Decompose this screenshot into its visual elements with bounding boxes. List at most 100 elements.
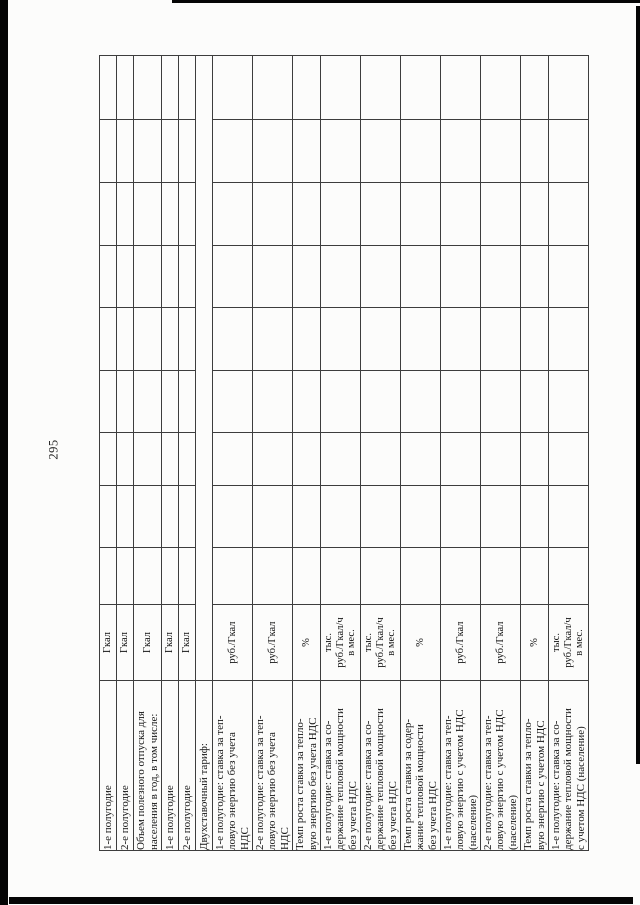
- empty-data-cell: [360, 55, 401, 120]
- scan-edge-bottom: [9, 897, 633, 904]
- empty-data-cell: [548, 55, 589, 120]
- empty-data-cell: [400, 119, 441, 183]
- empty-data-cell: [178, 307, 196, 371]
- empty-data-cell: [252, 55, 293, 120]
- empty-data-cell: [116, 485, 134, 548]
- empty-data-cell: [252, 119, 293, 183]
- empty-data-cell: [440, 547, 481, 605]
- empty-data-cell: [161, 307, 179, 371]
- empty-data-cell: [480, 119, 521, 183]
- empty-data-cell: [520, 182, 549, 246]
- empty-data-cell: [133, 547, 162, 605]
- table-row: 2-е полугодие Гкал: [116, 55, 134, 851]
- empty-data-cell: [133, 307, 162, 371]
- empty-data-cell: [520, 119, 549, 183]
- table-row: Темп роста ставки за тепло- вую энергию …: [520, 55, 549, 851]
- empty-data-cell: [548, 370, 589, 433]
- empty-data-cell: [480, 370, 521, 433]
- empty-data-cell: [548, 432, 589, 486]
- empty-data-cell: [320, 432, 361, 486]
- empty-data-cell: [480, 307, 521, 371]
- empty-data-cell: [400, 432, 441, 486]
- empty-data-cell: [440, 432, 481, 486]
- empty-data-cell: [320, 182, 361, 246]
- table-row: 1-е полугодие Гкал: [99, 55, 117, 851]
- page-number: 295: [46, 439, 61, 460]
- row-label-cell: 1-е полугодие: ставка за теп- ловую энер…: [212, 680, 253, 851]
- empty-data-cell: [116, 432, 134, 486]
- empty-data-cell: [400, 307, 441, 371]
- empty-data-cell: [99, 182, 117, 246]
- scan-edge-top: [172, 0, 640, 3]
- empty-data-cell: [400, 547, 441, 605]
- empty-data-cell: [548, 547, 589, 605]
- row-label-cell: Темп роста ставки за содер- жание теплов…: [400, 680, 441, 851]
- empty-data-cell: [548, 182, 589, 246]
- empty-data-cell: [212, 182, 253, 246]
- empty-data-cell: [161, 119, 179, 183]
- empty-data-cell: [440, 485, 481, 548]
- empty-data-cell: [252, 485, 293, 548]
- table-row: Двухставочный тариф:: [195, 55, 213, 851]
- empty-data-cell: [178, 432, 196, 486]
- empty-data-cell: [292, 432, 321, 486]
- empty-data-cell: [520, 370, 549, 433]
- merged-empty-cell: [195, 55, 213, 681]
- row-unit-cell: Гкал: [133, 604, 162, 681]
- row-label-cell: 1-е полугодие: ставка за со- держание те…: [548, 680, 589, 851]
- empty-data-cell: [212, 370, 253, 433]
- empty-data-cell: [116, 182, 134, 246]
- row-label-cell: 1-е полугодие: ставка за теп- ловую энер…: [440, 680, 481, 851]
- table-row: 2-е полугодие: ставка за теп- ловую энер…: [252, 55, 293, 851]
- empty-data-cell: [292, 547, 321, 605]
- table-row: 2-е полугодие: ставка за со- держание те…: [360, 55, 401, 851]
- empty-data-cell: [161, 370, 179, 433]
- empty-data-cell: [99, 55, 117, 120]
- empty-data-cell: [116, 119, 134, 183]
- empty-data-cell: [292, 245, 321, 308]
- empty-data-cell: [360, 547, 401, 605]
- row-unit-cell: Гкал: [161, 604, 179, 681]
- row-label-cell: 2-е полугодие: [116, 680, 134, 851]
- empty-data-cell: [360, 182, 401, 246]
- empty-data-cell: [212, 307, 253, 371]
- empty-data-cell: [133, 485, 162, 548]
- row-label-cell: Двухставочный тариф:: [195, 680, 213, 851]
- empty-data-cell: [133, 370, 162, 433]
- empty-data-cell: [320, 119, 361, 183]
- empty-data-cell: [292, 485, 321, 548]
- empty-data-cell: [161, 55, 179, 120]
- row-label-cell: Объем полезного отпуска для населения в …: [133, 680, 162, 851]
- empty-data-cell: [440, 119, 481, 183]
- empty-data-cell: [400, 182, 441, 246]
- empty-data-cell: [212, 547, 253, 605]
- empty-data-cell: [133, 432, 162, 486]
- empty-data-cell: [292, 307, 321, 371]
- empty-data-cell: [178, 182, 196, 246]
- table-row: 1-е полугодие: ставка за теп- ловую энер…: [440, 55, 481, 851]
- empty-data-cell: [520, 432, 549, 486]
- row-label-cell: 2-е полугодие: ставка за теп- ловую энер…: [252, 680, 293, 851]
- row-label-cell: 1-е полугодие: [161, 680, 179, 851]
- empty-data-cell: [133, 55, 162, 120]
- row-unit-cell: руб./Гкал: [440, 604, 481, 681]
- empty-data-cell: [161, 485, 179, 548]
- row-label-cell: Темп роста ставки за тепло- вую энергию …: [292, 680, 321, 851]
- empty-data-cell: [133, 119, 162, 183]
- row-label-cell: 2-е полугодие: ставка за со- держание те…: [360, 680, 401, 851]
- empty-data-cell: [360, 370, 401, 433]
- empty-data-cell: [99, 119, 117, 183]
- table-row: Темп роста ставки за содер- жание теплов…: [400, 55, 441, 851]
- empty-data-cell: [212, 245, 253, 308]
- empty-data-cell: [116, 370, 134, 433]
- empty-data-cell: [212, 485, 253, 548]
- empty-data-cell: [116, 55, 134, 120]
- empty-data-cell: [480, 182, 521, 246]
- row-unit-cell: %: [292, 604, 321, 681]
- empty-data-cell: [320, 245, 361, 308]
- empty-data-cell: [212, 432, 253, 486]
- row-unit-cell: Гкал: [99, 604, 117, 681]
- empty-data-cell: [99, 432, 117, 486]
- row-unit-cell: Гкал: [116, 604, 134, 681]
